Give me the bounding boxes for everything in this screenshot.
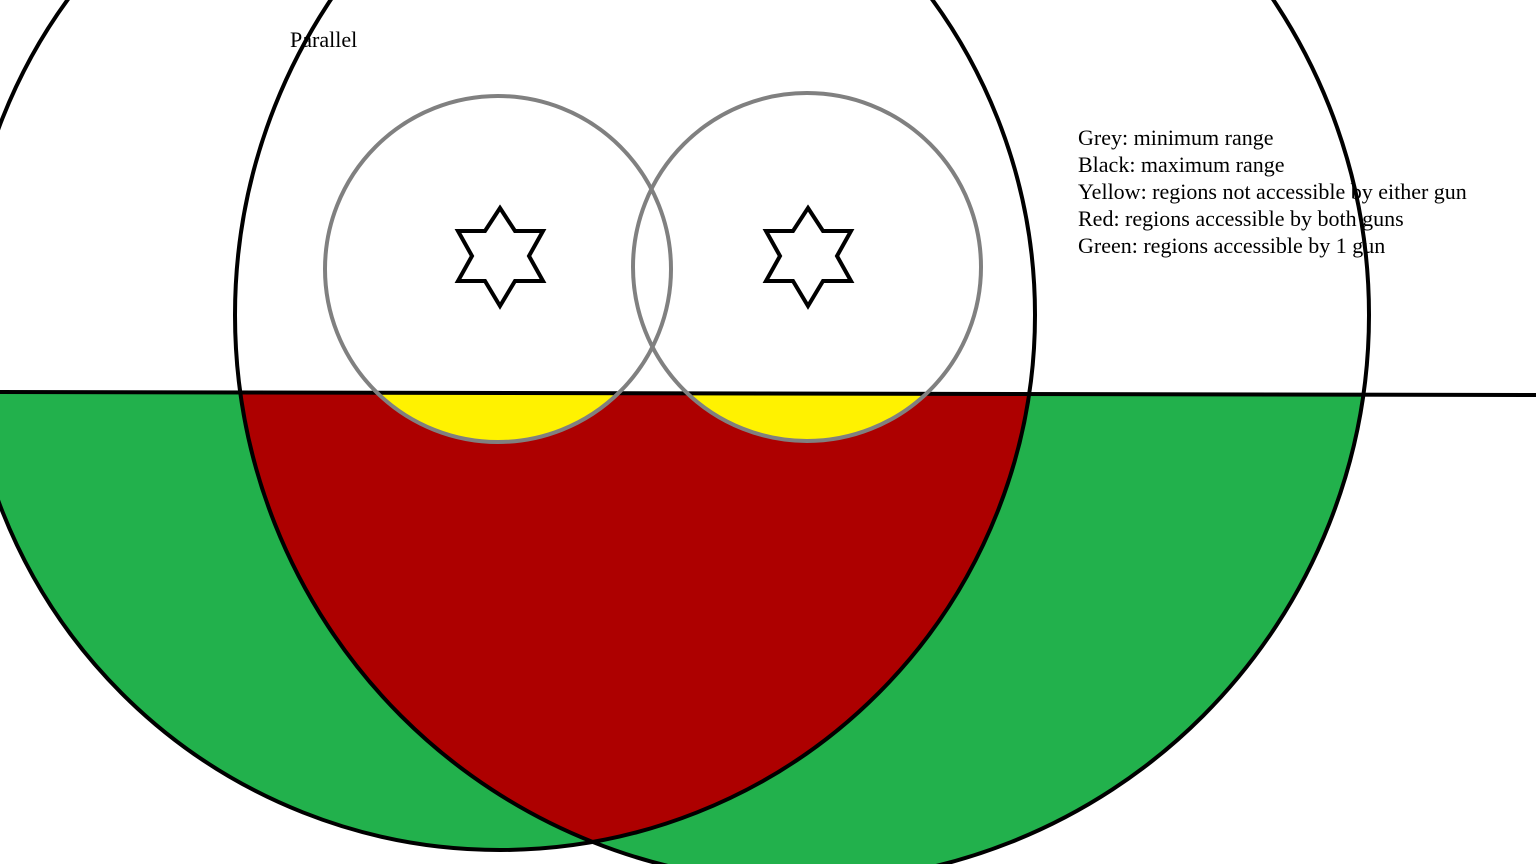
- red-region-both-guns: [235, 393, 1035, 850]
- max-range-circle-left: [0, 0, 1037, 852]
- legend-item-green: Green: regions accessible by 1 gun: [1078, 233, 1386, 258]
- min-range-circle-left: [323, 94, 673, 444]
- legend: Grey: minimum range Black: maximum range…: [1078, 124, 1478, 259]
- legend-item-grey: Grey: minimum range: [1078, 125, 1274, 150]
- legend-item-black: Black: maximum range: [1078, 152, 1285, 177]
- max-range-circle-right: [233, 0, 1371, 864]
- parallel-line: [0, 390, 1536, 397]
- min-range-circle-right: [631, 91, 983, 443]
- legend-item-yellow: Yellow: regions not accessible by either…: [1078, 179, 1467, 204]
- star-of-david-icon: [454, 204, 547, 310]
- star-of-david-icon: [762, 204, 855, 310]
- legend-item-red: Red: regions accessible by both guns: [1078, 206, 1404, 231]
- diagram-title: Parallel: [290, 27, 358, 52]
